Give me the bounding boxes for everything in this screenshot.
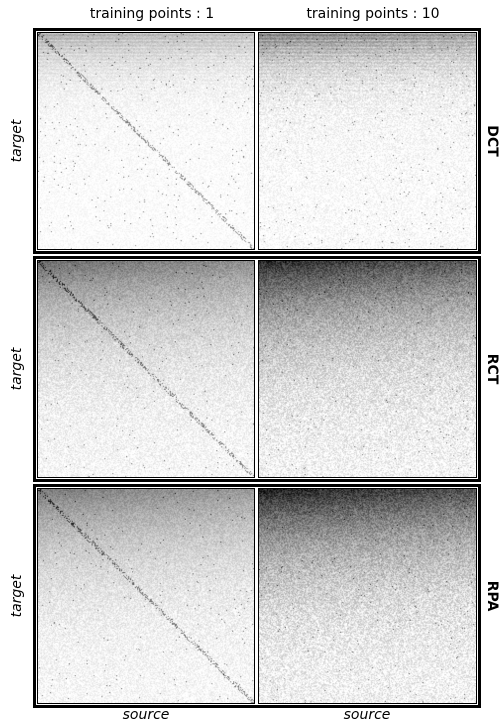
column-title-1: training points : 1 bbox=[89, 6, 215, 22]
heatmap-rct-10 bbox=[258, 260, 477, 478]
heatmap-rpa-10 bbox=[258, 488, 477, 704]
heatmap-canvas-dct-10 bbox=[259, 33, 476, 249]
heatmap-canvas-rpa-10 bbox=[259, 489, 476, 703]
heatmap-rct-1 bbox=[37, 260, 255, 478]
column-title-2: training points : 10 bbox=[306, 6, 440, 22]
heatmap-rpa-1 bbox=[37, 488, 255, 704]
heatmap-canvas-rct-1 bbox=[38, 261, 254, 477]
row-label-rpa: RPA bbox=[484, 580, 500, 612]
heatmap-canvas-dct-1 bbox=[38, 33, 254, 249]
y-axis-label-rpa: target bbox=[9, 574, 25, 618]
row-label-dct: DCT bbox=[484, 125, 500, 157]
heatmap-dct-10 bbox=[258, 32, 477, 250]
heatmap-canvas-rpa-1 bbox=[38, 489, 254, 703]
heatmap-canvas-rct-10 bbox=[259, 261, 476, 477]
x-axis-label-1: source bbox=[122, 707, 170, 723]
x-axis-label-2: source bbox=[343, 707, 391, 723]
row-label-rct: RCT bbox=[484, 353, 500, 385]
y-axis-label-rct: target bbox=[9, 347, 25, 391]
heatmap-dct-1 bbox=[37, 32, 255, 250]
y-axis-label-dct: target bbox=[9, 119, 25, 163]
